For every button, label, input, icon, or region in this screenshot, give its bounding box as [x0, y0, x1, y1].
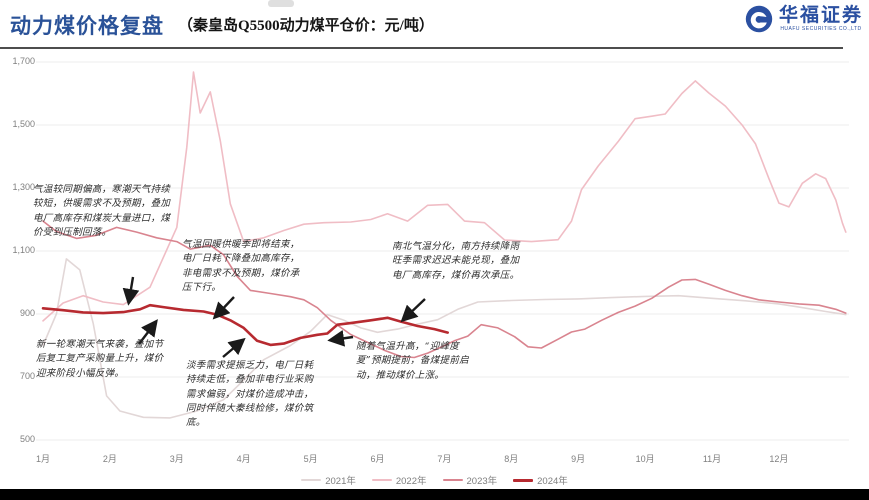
y-tick-label: 900	[19, 308, 35, 318]
annotation-6: 南北气温分化，南方持续降雨旺季需求迟迟未能兑现，叠加电厂高库存，煤价再次承压。	[392, 241, 520, 281]
y-tick-label: 1,100	[12, 245, 35, 255]
legend-label: 2022年	[395, 476, 427, 487]
logo-swirl-icon	[745, 5, 773, 33]
series-line-2021年	[42, 258, 847, 419]
bottom-black-bar	[0, 489, 869, 500]
gridlines	[36, 61, 849, 441]
series-line-2024年	[41, 303, 450, 347]
series-line-2022年	[42, 71, 847, 322]
annotation-2: 新一轮寒潮天气来袭，叠加节后复工复产采购量上升，煤价迎来阶段小幅反弹。	[36, 339, 164, 379]
legend-swatch	[513, 478, 534, 482]
legend-item-2021年: 2021年	[301, 473, 356, 487]
x-tick-label: 3月	[169, 454, 184, 464]
y-tick-label: 1,700	[12, 56, 35, 66]
legend-swatch	[371, 479, 392, 481]
annotation-5: 随着气温升高，“迎峰度夏”预期提前，备煤提前启动，推动煤价上涨。	[356, 341, 469, 381]
y-tick-label: 1,500	[12, 119, 35, 129]
legend-label: 2023年	[466, 476, 498, 487]
legend-swatch	[442, 479, 463, 481]
legend-item-2024年: 2024年	[513, 473, 568, 487]
annotation-arrow-5	[327, 329, 354, 347]
logo-name-en: HUAFU SECURITIES CO.,LTD	[780, 26, 862, 32]
annotation-arrow-4	[222, 337, 246, 358]
y-tick-label: 1,300	[12, 182, 35, 192]
y-tick-label: 500	[19, 434, 35, 444]
annotation-4: 淡季需求提振乏力，电厂日耗持续走低，叠加非电行业采购需求偏弱，对煤价造成冲击，同…	[186, 360, 314, 428]
legend-label: 2021年	[325, 476, 356, 487]
annotation-3: 气温回暖供暖季即将结束，电厂日耗下降叠加高库存，非电需求不及预期，煤价承压下行。	[182, 239, 300, 293]
page-subtitle: （秦皇岛Q5500动力煤平仓价：元/吨）	[178, 18, 434, 34]
y-tick-label: 700	[19, 371, 35, 381]
annotation-arrow-1	[122, 276, 140, 306]
x-tick-label: 10月	[635, 454, 655, 464]
x-tick-label: 1月	[35, 454, 50, 464]
annotation-arrow-6	[400, 298, 426, 323]
legend-swatch	[301, 479, 322, 481]
scan-artifact	[268, 0, 294, 7]
company-logo: 华福证券 HUAFU SECURITIES CO.,LTD	[744, 4, 863, 34]
legend-item-2022年: 2022年	[371, 473, 427, 487]
page-title: 动力煤价格复盘	[10, 15, 164, 38]
x-tick-label: 2月	[102, 454, 117, 464]
chart-legend: 2021年 2022年 2023年 2024年	[0, 473, 869, 487]
x-tick-label: 4月	[236, 454, 251, 464]
price-series-lines	[41, 71, 847, 419]
annotation-arrow-3	[212, 296, 235, 320]
x-tick-label: 7月	[437, 454, 452, 464]
annotation-arrows	[122, 276, 426, 358]
x-tick-label: 11月	[702, 454, 722, 464]
x-tick-label: 12月	[769, 454, 789, 464]
header-divider	[0, 47, 843, 49]
x-tick-label: 8月	[504, 454, 519, 464]
annotation-arrow-2	[138, 319, 158, 345]
legend-label: 2024年	[537, 476, 568, 487]
x-tick-label: 6月	[370, 454, 385, 464]
annotation-1: 气温较同期偏高，寒潮天气持续较短，供暖需求不及预期，叠加电厂高库存和煤炭大量进口…	[33, 184, 171, 238]
x-tick-label: 5月	[303, 454, 318, 464]
logo-name-cn: 华福证券	[778, 5, 863, 26]
legend-item-2023年: 2023年	[442, 473, 498, 487]
series-line-2023年	[42, 220, 847, 359]
x-tick-label: 9月	[571, 454, 586, 464]
